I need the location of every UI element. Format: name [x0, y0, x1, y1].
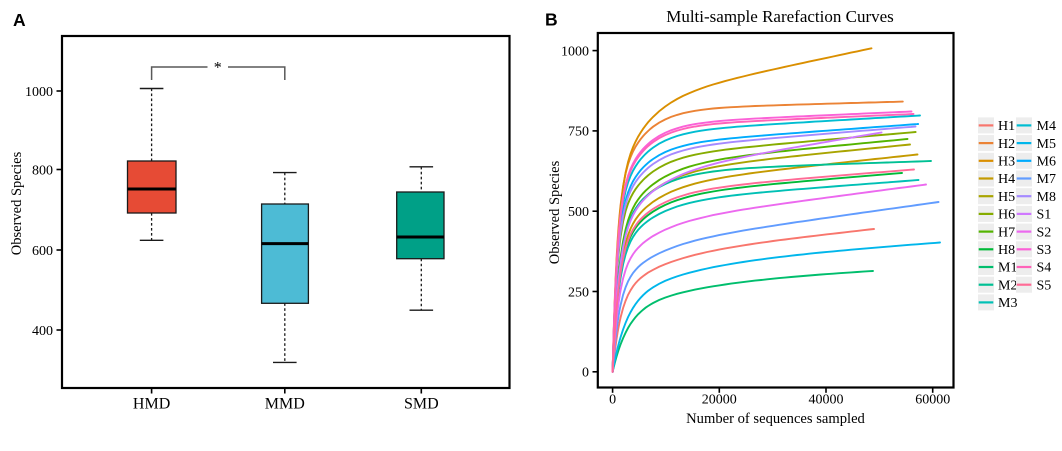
svg-text:S3: S3: [1037, 243, 1052, 258]
svg-text:H4: H4: [998, 172, 1015, 187]
svg-text:S1: S1: [1037, 208, 1052, 223]
svg-text:Number of sequences sampled: Number of sequences sampled: [686, 411, 865, 427]
svg-text:M6: M6: [1037, 155, 1056, 170]
svg-text:A: A: [13, 10, 26, 30]
svg-text:H7: H7: [998, 225, 1015, 240]
svg-text:S5: S5: [1037, 278, 1052, 293]
svg-text:40000: 40000: [809, 393, 844, 408]
svg-text:Observed Species: Observed Species: [9, 151, 25, 255]
svg-text:1000: 1000: [25, 85, 53, 100]
svg-text:250: 250: [568, 285, 589, 300]
svg-text:M3: M3: [998, 296, 1017, 311]
svg-text:1000: 1000: [561, 44, 589, 59]
svg-text:HMD: HMD: [133, 396, 170, 413]
svg-text:750: 750: [568, 125, 589, 140]
svg-text:20000: 20000: [702, 393, 737, 408]
svg-text:0: 0: [582, 366, 589, 381]
svg-text:500: 500: [568, 205, 589, 220]
svg-text:S4: S4: [1037, 261, 1052, 276]
svg-text:M7: M7: [1037, 172, 1056, 187]
svg-text:800: 800: [32, 163, 53, 178]
svg-text:SMD: SMD: [404, 396, 439, 413]
svg-text:H6: H6: [998, 208, 1015, 223]
svg-text:600: 600: [32, 244, 53, 259]
svg-text:0: 0: [609, 393, 616, 408]
svg-text:60000: 60000: [915, 393, 950, 408]
svg-text:S2: S2: [1037, 225, 1052, 240]
svg-text:*: *: [214, 60, 222, 77]
svg-text:H1: H1: [998, 119, 1015, 134]
svg-text:H5: H5: [998, 190, 1015, 205]
svg-text:Observed Species: Observed Species: [547, 160, 563, 264]
svg-text:M8: M8: [1037, 190, 1056, 205]
svg-text:M5: M5: [1037, 137, 1056, 152]
svg-text:H2: H2: [998, 137, 1015, 152]
svg-text:B: B: [545, 10, 558, 30]
svg-text:H8: H8: [998, 243, 1015, 258]
svg-text:Multi-sample Rarefaction Curve: Multi-sample Rarefaction Curves: [666, 7, 894, 26]
svg-text:MMD: MMD: [265, 396, 305, 413]
svg-text:M2: M2: [998, 278, 1017, 293]
svg-text:M1: M1: [998, 261, 1017, 276]
svg-text:400: 400: [32, 324, 53, 339]
svg-text:H3: H3: [998, 155, 1015, 170]
svg-text:M4: M4: [1037, 119, 1056, 134]
